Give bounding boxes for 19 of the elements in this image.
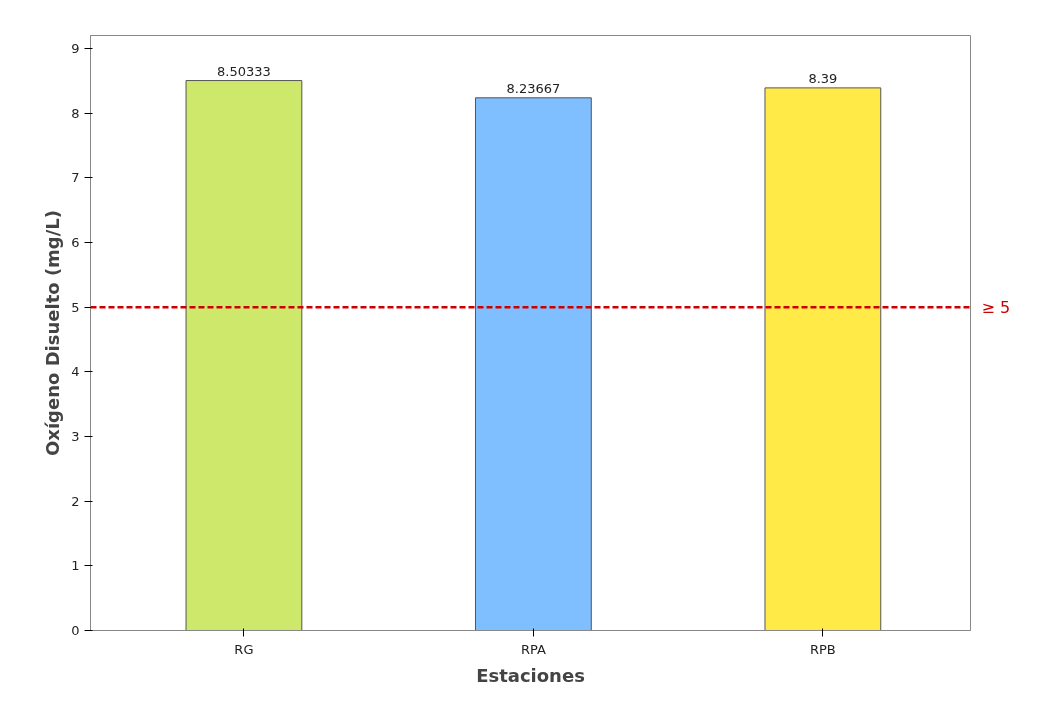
x-tick-label: RG — [234, 641, 254, 657]
y-tick-label: 4 — [71, 364, 80, 380]
x-tick-label: RPB — [809, 641, 836, 657]
data-label: 8.50333 — [217, 63, 271, 79]
y-tick-label: 7 — [71, 170, 80, 186]
data-label: 8.23667 — [506, 80, 561, 96]
x-axis-title: Estaciones — [476, 664, 585, 686]
y-tick-label: 5 — [71, 299, 80, 315]
y-tick-label: 2 — [71, 493, 80, 509]
y-tick-label: 9 — [71, 40, 80, 56]
y-axis-title: Oxígeno Disuelto (mg/L) — [42, 209, 64, 457]
x-tick-label: RPA — [520, 641, 546, 657]
ref-line-label: ≥ 5 — [981, 297, 1011, 317]
y-tick-label: 0 — [71, 623, 80, 638]
data-label: 8.39 — [808, 70, 838, 86]
y-tick-label: 6 — [71, 234, 80, 250]
y-tick-label: 8 — [71, 105, 80, 121]
y-tick-label: 3 — [71, 428, 80, 444]
y-tick-label: 1 — [71, 558, 80, 574]
